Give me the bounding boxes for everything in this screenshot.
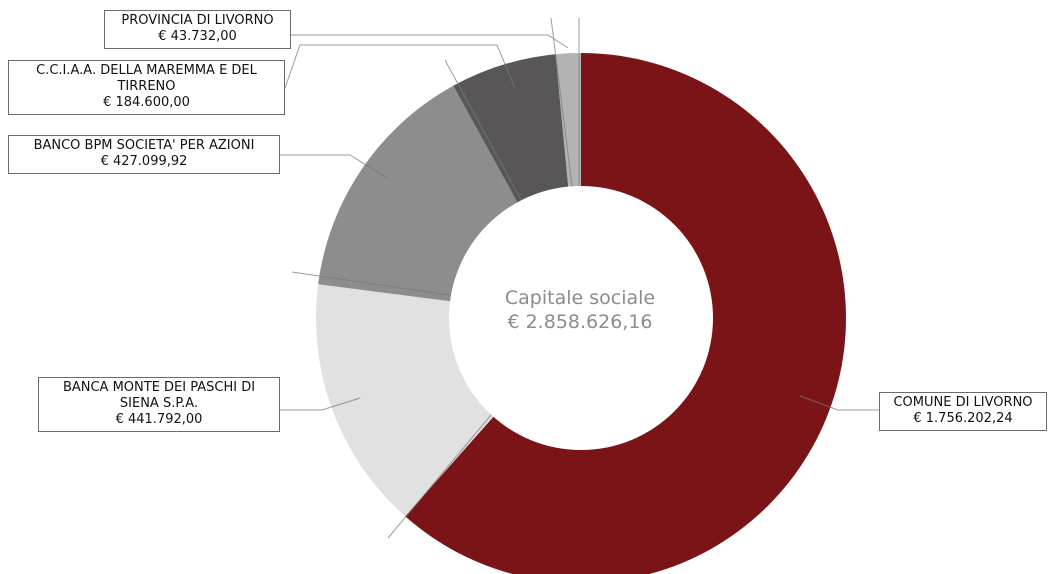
slice-label: COMUNE DI LIVORNO bbox=[893, 395, 1033, 410]
leader-line-comune bbox=[799, 395, 879, 411]
slice-label: C.C.I.A.A. DELLA MAREMMA E DEL TIRRENO bbox=[36, 63, 257, 94]
callout-banco-bpm: BANCO BPM SOCIETA' PER AZIONI € 427.099,… bbox=[8, 135, 280, 174]
center-title: Capitale sociale bbox=[504, 287, 656, 309]
center-total: € 2.858.626,16 bbox=[507, 311, 653, 333]
ray-line-provincia-a bbox=[550, 17, 576, 211]
ray-line-cciaa bbox=[444, 59, 533, 221]
slice-value: € 441.792,00 bbox=[115, 412, 203, 427]
slice-label: PROVINCIA DI LIVORNO bbox=[121, 13, 274, 28]
callout-banca-mps: BANCA MONTE DEI PASCHI DI SIENA S.P.A. €… bbox=[38, 377, 280, 432]
slice-value: € 43.732,00 bbox=[158, 29, 237, 44]
callout-comune-di-livorno: COMUNE DI LIVORNO € 1.756.202,24 bbox=[879, 392, 1047, 431]
leader-line-banco-bpm bbox=[280, 154, 388, 179]
center-label: Capitale sociale € 2.858.626,16 bbox=[450, 286, 710, 334]
slice-label: BANCO BPM SOCIETA' PER AZIONI bbox=[33, 138, 255, 153]
leader-line-provincia bbox=[291, 34, 569, 49]
callout-cciaa-maremma-tirreno: C.C.I.A.A. DELLA MAREMMA E DEL TIRRENO €… bbox=[8, 60, 285, 115]
slice-value: € 184.600,00 bbox=[103, 95, 190, 110]
donut-hole bbox=[449, 186, 713, 450]
slice-value: € 427.099,92 bbox=[100, 154, 188, 169]
slice-label: BANCA MONTE DEI PASCHI DI SIENA S.P.A. bbox=[62, 380, 256, 411]
leader-line-banca-mps bbox=[280, 397, 361, 411]
leader-line-cciaa bbox=[284, 44, 516, 89]
slice-value: € 1.756.202,24 bbox=[913, 411, 1013, 426]
callout-provincia-di-livorno: PROVINCIA DI LIVORNO € 43.732,00 bbox=[104, 10, 291, 49]
